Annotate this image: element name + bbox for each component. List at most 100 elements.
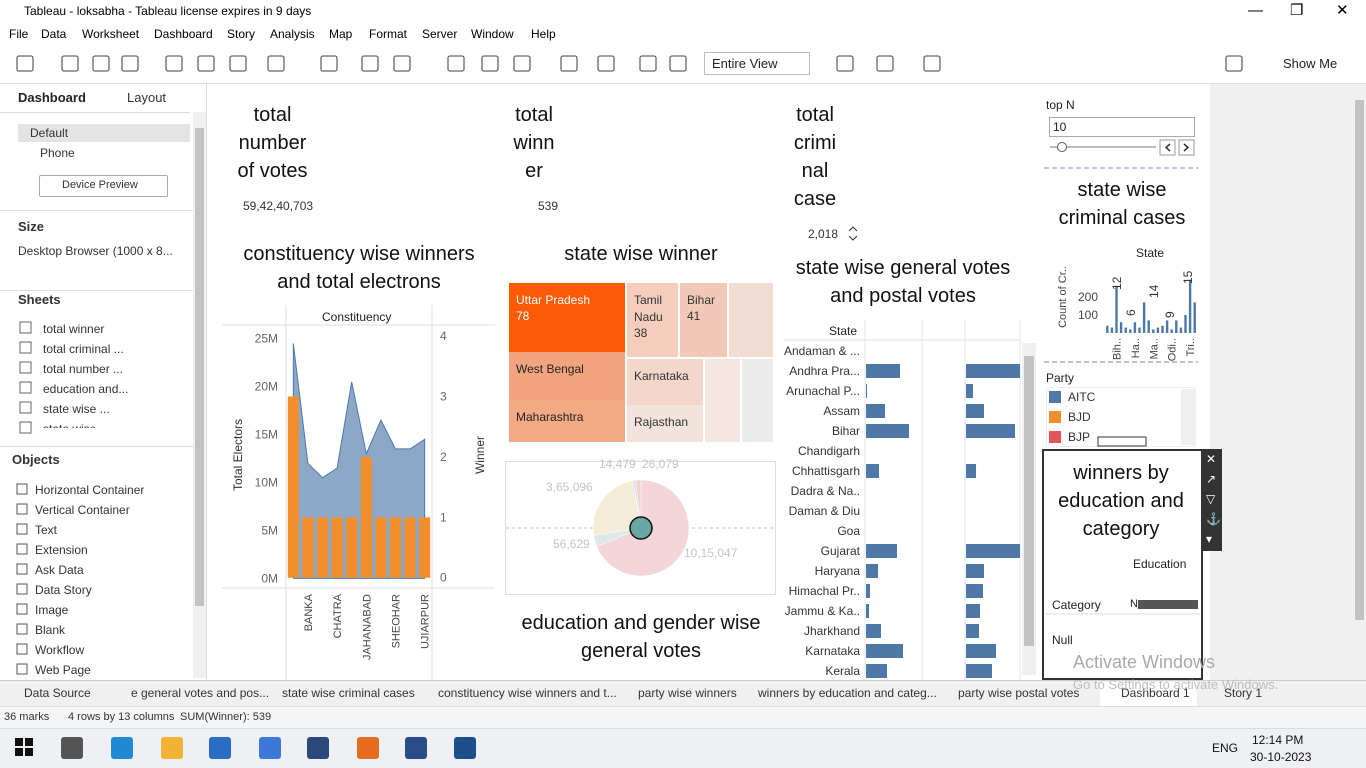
bar xyxy=(1165,320,1169,333)
bar xyxy=(1161,325,1164,333)
chart-title: education and gender wise general votes xyxy=(521,612,761,662)
bar xyxy=(966,464,976,478)
menu-item[interactable]: Dashboard xyxy=(154,27,213,41)
bar xyxy=(1156,327,1160,333)
legend-item[interactable]: BJD xyxy=(1068,410,1091,424)
legend-swatch xyxy=(1049,431,1061,443)
x-tick-label: Ha.. xyxy=(1130,338,1142,358)
size-dropdown[interactable]: Desktop Browser (1000 x 8... xyxy=(18,244,173,258)
data-label: 15 xyxy=(1181,270,1195,284)
toolbar xyxy=(0,44,1366,84)
button-label[interactable]: Device Preview xyxy=(62,179,138,191)
bar xyxy=(1119,322,1123,333)
taskbar-app xyxy=(405,737,427,759)
sheet-item[interactable]: state wise ... xyxy=(43,402,110,416)
divider xyxy=(0,290,193,291)
toolbar-icon xyxy=(923,55,941,72)
sheet-tab[interactable]: Data Source xyxy=(24,686,91,700)
bar xyxy=(966,664,992,678)
device-option[interactable]: Phone xyxy=(40,146,75,160)
legend-title: Party xyxy=(1046,371,1075,385)
title-bar xyxy=(0,0,1366,44)
menu-item[interactable]: Format xyxy=(369,27,408,41)
menu-item[interactable]: File xyxy=(9,27,29,41)
sheet-item[interactable]: total number ... xyxy=(43,362,124,376)
taskbar-app xyxy=(61,737,83,759)
treemap-cell xyxy=(509,283,625,352)
object-item[interactable]: Data Story xyxy=(35,583,92,597)
y-axis-title: Total Electors xyxy=(231,419,245,491)
menu-item[interactable]: Server xyxy=(422,27,458,41)
x-tick-label: Odi.. xyxy=(1167,338,1179,361)
zone-tool: ⚓ xyxy=(1206,512,1221,526)
object-item[interactable]: Extension xyxy=(35,543,88,557)
object-item[interactable]: Ask Data xyxy=(35,563,84,577)
bar xyxy=(346,517,358,578)
menu-item[interactable]: Help xyxy=(531,27,556,41)
window-control: ✕ xyxy=(1336,2,1349,19)
panel-tab[interactable]: Dashboard xyxy=(18,90,86,105)
sheet-tab[interactable]: constituency wise winners and t... xyxy=(438,686,617,700)
sheet-tab[interactable]: party wise postal votes xyxy=(958,686,1080,700)
kpi-value: 2,018 xyxy=(808,227,839,241)
menu-item[interactable]: Story xyxy=(227,27,256,41)
pie-slice xyxy=(592,480,642,536)
section-heading: Objects xyxy=(12,452,60,467)
treemap-cell xyxy=(705,359,740,442)
device-option[interactable]: Default xyxy=(30,126,69,140)
data-label: 9 xyxy=(1163,311,1177,318)
menu-item[interactable]: Map xyxy=(329,27,353,41)
sheet-tab[interactable]: party wise winners xyxy=(638,686,737,700)
view-dropdown-label[interactable]: Entire View xyxy=(712,56,778,71)
sheet-tab[interactable]: Dashboard 1 xyxy=(1121,686,1190,700)
treemap-cell xyxy=(627,283,678,357)
sheet-item[interactable]: education and... xyxy=(43,382,129,396)
row-label: Null xyxy=(1052,633,1073,647)
sheet-tab[interactable]: winners by education and categ... xyxy=(758,686,937,700)
object-item[interactable]: Vertical Container xyxy=(35,503,130,517)
object-item[interactable]: Workflow xyxy=(35,643,85,657)
section-heading: Sheets xyxy=(18,292,61,307)
object-item[interactable]: Blank xyxy=(35,623,66,637)
sheet-tab[interactable]: Story 1 xyxy=(1224,686,1263,700)
panel-tab[interactable]: Layout xyxy=(127,90,167,105)
object-item[interactable]: Web Page xyxy=(35,663,91,677)
watermark: Activate Windows xyxy=(1073,652,1216,672)
menu-item[interactable]: Window xyxy=(471,27,514,41)
legend-item[interactable]: AITC xyxy=(1068,390,1096,404)
menu-item[interactable]: Worksheet xyxy=(82,27,140,41)
sheet-item[interactable]: total winner xyxy=(43,322,105,336)
menu-item[interactable]: Analysis xyxy=(270,27,315,41)
y-tick-label: 20M xyxy=(255,380,278,394)
row-header: Category xyxy=(1052,598,1101,612)
menu-item[interactable]: Data xyxy=(41,27,67,41)
language: ENG xyxy=(1212,741,1239,755)
object-icon xyxy=(16,643,28,655)
taskbar-app xyxy=(259,737,281,759)
bar xyxy=(866,424,909,438)
sheet-tab[interactable]: e general votes and pos... xyxy=(131,686,270,700)
y-axis-title: Count of Cr.. xyxy=(1057,266,1069,328)
treemap-cell xyxy=(509,400,625,442)
object-item[interactable]: Text xyxy=(35,523,58,537)
y-tick-label: 0M xyxy=(261,571,278,585)
taskbar-app xyxy=(307,737,329,759)
sheet-item[interactable]: total criminal ... xyxy=(43,342,124,356)
bar xyxy=(419,517,431,578)
sheet-item[interactable]: state wise xyxy=(43,422,96,428)
sheet-tab[interactable]: state wise criminal cases xyxy=(282,686,415,700)
pie-label: 26,079 xyxy=(642,457,679,471)
treemap-label: Maharashtra xyxy=(516,410,584,424)
object-icon xyxy=(16,483,28,495)
divider xyxy=(0,446,193,447)
bar xyxy=(360,456,372,578)
object-item[interactable]: Horizontal Container xyxy=(35,483,145,497)
show-me[interactable]: Show Me xyxy=(1283,56,1338,71)
legend-item[interactable]: BJP xyxy=(1068,430,1091,444)
slider-handle xyxy=(1057,142,1067,152)
data-label: 12 xyxy=(1110,276,1124,290)
parameter-value[interactable]: 10 xyxy=(1053,120,1067,134)
object-item[interactable]: Image xyxy=(35,603,69,617)
taskbar-app xyxy=(357,737,379,759)
toolbar-icon xyxy=(639,55,657,72)
